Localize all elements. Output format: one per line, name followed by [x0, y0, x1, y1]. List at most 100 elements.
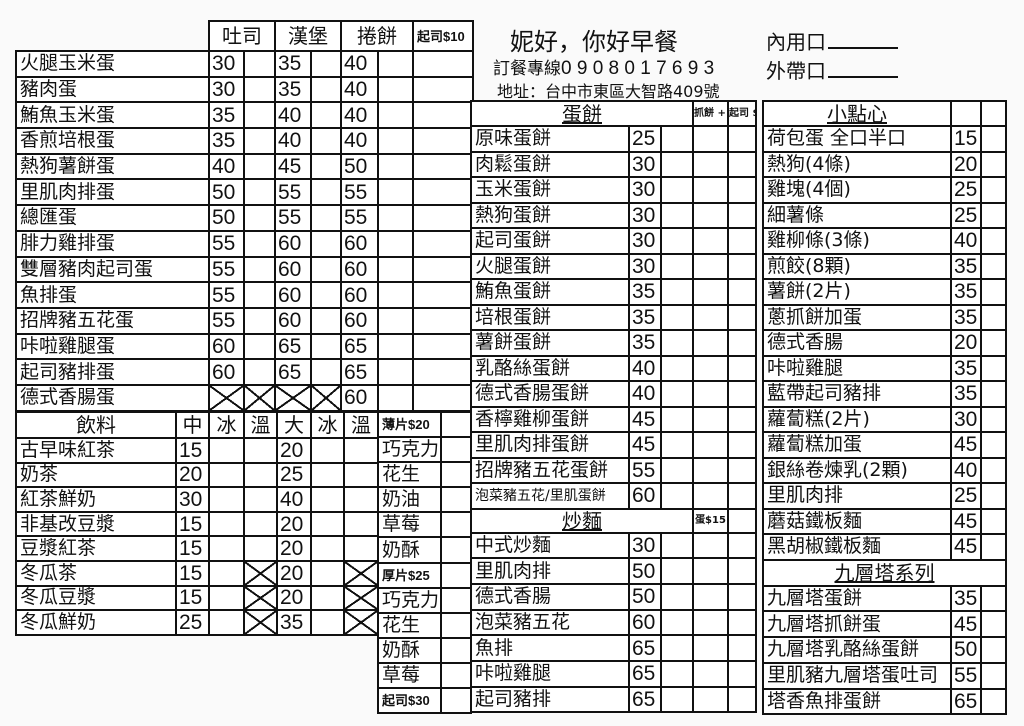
cheese-addon-cell[interactable]	[412, 358, 474, 386]
order-qty-cell[interactable]	[980, 201, 1007, 229]
addon-cell[interactable]	[727, 252, 757, 280]
hot-medium-cell[interactable]	[243, 461, 278, 489]
addon-cell[interactable]	[692, 456, 729, 484]
cheese-addon-cell[interactable]	[412, 50, 474, 78]
order-qty-cell[interactable]	[377, 178, 414, 207]
hot-large-cell[interactable]	[343, 486, 379, 513]
order-qty-cell[interactable]	[310, 50, 342, 78]
addon-cell[interactable]	[692, 380, 729, 408]
order-qty-cell[interactable]	[980, 610, 1007, 639]
order-qty-cell[interactable]	[440, 486, 472, 514]
order-qty-cell[interactable]	[243, 281, 276, 309]
hot-large-cell[interactable]	[343, 461, 379, 489]
order-qty-cell[interactable]	[660, 456, 694, 484]
cheese-addon-cell[interactable]	[412, 229, 474, 258]
hot-large-cell[interactable]	[343, 535, 379, 562]
ice-large-cell[interactable]	[310, 535, 345, 562]
order-qty-cell[interactable]	[980, 482, 1007, 510]
addon-cell[interactable]	[727, 201, 757, 229]
order-qty-cell[interactable]	[377, 358, 414, 386]
ice-medium-cell[interactable]	[208, 535, 245, 562]
order-qty-cell[interactable]	[660, 582, 694, 611]
addon-cell[interactable]	[692, 582, 729, 611]
cheese-addon-cell[interactable]	[412, 178, 474, 207]
order-qty-cell[interactable]	[660, 557, 694, 585]
order-qty-cell[interactable]	[660, 252, 694, 280]
addon-cell[interactable]	[692, 634, 729, 662]
order-qty-cell[interactable]	[980, 507, 1007, 535]
order-qty-cell[interactable]	[310, 255, 342, 284]
cheese-addon-cell[interactable]	[412, 255, 474, 284]
ice-medium-cell[interactable]	[208, 510, 245, 538]
order-qty-cell[interactable]	[243, 306, 276, 335]
addon-cell[interactable]	[692, 659, 729, 688]
cheese-addon-cell[interactable]	[412, 75, 474, 104]
order-qty-cell[interactable]	[660, 405, 694, 433]
addon-cell[interactable]	[692, 176, 729, 204]
order-qty-cell[interactable]	[440, 436, 472, 464]
order-qty-cell[interactable]	[440, 636, 472, 664]
cheese-addon-cell[interactable]	[412, 281, 474, 309]
addon-cell[interactable]	[727, 456, 757, 484]
order-qty-cell[interactable]	[243, 204, 276, 232]
addon-cell[interactable]	[692, 201, 729, 229]
order-qty-cell[interactable]	[660, 227, 694, 255]
order-qty-cell[interactable]	[310, 152, 342, 181]
cheese-addon-cell[interactable]	[412, 127, 474, 155]
addon-cell[interactable]	[727, 482, 757, 510]
take-out-option[interactable]: 外帶口	[766, 55, 898, 84]
ice-medium-cell[interactable]	[208, 437, 245, 464]
order-qty-cell[interactable]	[377, 101, 414, 130]
addon-cell[interactable]	[692, 329, 729, 357]
order-qty-cell[interactable]	[660, 201, 694, 229]
addon-cell[interactable]	[727, 431, 757, 459]
ice-large-cell[interactable]	[310, 437, 345, 464]
order-qty-cell[interactable]	[310, 75, 342, 104]
order-qty-cell[interactable]	[377, 281, 414, 309]
addon-cell[interactable]	[727, 125, 757, 153]
hot-medium-cell[interactable]	[243, 535, 278, 562]
order-qty-cell[interactable]	[243, 152, 276, 181]
dine-in-option[interactable]: 內用口	[766, 26, 898, 55]
ice-large-cell[interactable]	[310, 609, 345, 636]
order-qty-cell[interactable]	[980, 150, 1007, 178]
ice-large-cell[interactable]	[310, 584, 345, 612]
order-qty-cell[interactable]	[440, 561, 472, 589]
order-qty-cell[interactable]	[310, 229, 342, 258]
cheese-addon-cell[interactable]	[412, 101, 474, 130]
order-qty-cell[interactable]	[660, 354, 694, 382]
addon-cell[interactable]	[692, 227, 729, 255]
addon-cell[interactable]	[727, 380, 757, 408]
order-qty-cell[interactable]	[980, 176, 1007, 204]
order-qty-cell[interactable]	[980, 661, 1007, 690]
hot-medium-cell[interactable]	[243, 486, 278, 513]
order-qty-cell[interactable]	[377, 255, 414, 284]
order-qty-cell[interactable]	[980, 252, 1007, 280]
order-qty-cell[interactable]	[440, 661, 472, 690]
order-qty-cell[interactable]	[243, 101, 276, 130]
order-qty-cell[interactable]	[310, 101, 342, 130]
ice-medium-cell[interactable]	[208, 609, 245, 636]
order-qty-cell[interactable]	[440, 687, 472, 715]
order-qty-cell[interactable]	[660, 531, 694, 560]
cheese-addon-cell[interactable]	[412, 152, 474, 181]
order-qty-cell[interactable]	[377, 383, 414, 412]
addon-cell[interactable]	[727, 176, 757, 204]
order-qty-cell[interactable]	[310, 127, 342, 155]
hot-medium-cell[interactable]	[243, 510, 278, 538]
order-qty-cell[interactable]	[377, 152, 414, 181]
order-qty-cell[interactable]	[243, 178, 276, 207]
order-qty-cell[interactable]	[243, 255, 276, 284]
addon-cell[interactable]	[727, 150, 757, 178]
order-qty-cell[interactable]	[377, 306, 414, 335]
addon-cell[interactable]	[727, 405, 757, 433]
order-qty-cell[interactable]	[660, 380, 694, 408]
addon-cell[interactable]	[692, 150, 729, 178]
addon-cell[interactable]	[692, 608, 729, 637]
order-qty-cell[interactable]	[243, 75, 276, 104]
order-qty-cell[interactable]	[660, 634, 694, 662]
order-qty-cell[interactable]	[243, 50, 276, 78]
addon-cell[interactable]	[692, 303, 729, 331]
addon-cell[interactable]	[692, 252, 729, 280]
order-qty-cell[interactable]	[980, 584, 1007, 613]
